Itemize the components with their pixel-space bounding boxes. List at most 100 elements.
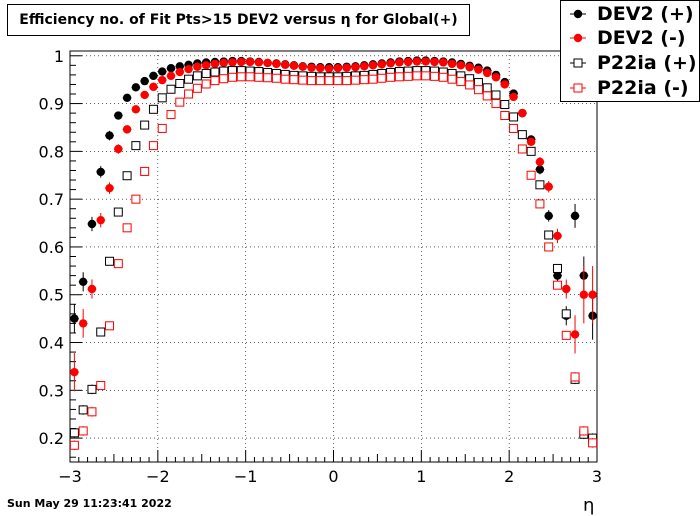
- data-point: [158, 67, 167, 76]
- data-point: [210, 59, 220, 69]
- data-point: [157, 93, 167, 103]
- data-point: [210, 67, 220, 77]
- data-point: [535, 165, 545, 174]
- data-point: [298, 62, 307, 71]
- data-point: [456, 61, 466, 70]
- legend-label-dev2-minus: DEV2 (-): [597, 27, 686, 49]
- data-point: [175, 78, 185, 88]
- y-tick-label: 0.2: [39, 429, 64, 448]
- data-point: [526, 137, 536, 147]
- data-point: [193, 62, 202, 71]
- data-point: [237, 57, 246, 67]
- data-point: [509, 123, 519, 133]
- data-point: [430, 57, 439, 67]
- data-point: [412, 57, 422, 66]
- data-point: [509, 112, 519, 122]
- data-point: [465, 80, 475, 90]
- data-point: [544, 242, 554, 252]
- data-point: [105, 321, 115, 331]
- data-point: [184, 89, 194, 99]
- data-point: [289, 61, 299, 71]
- data-point: [166, 84, 176, 94]
- legend-marker-dev2-plus: [570, 9, 586, 19]
- data-point: [360, 62, 369, 71]
- data-point: [166, 64, 176, 73]
- data-point: [544, 230, 554, 240]
- data-point: [447, 74, 457, 84]
- data-point: [324, 76, 334, 86]
- data-point: [70, 428, 79, 438]
- data-point: [96, 167, 105, 177]
- data-point: [544, 211, 553, 221]
- data-point: [562, 284, 571, 294]
- data-point: [447, 59, 457, 69]
- data-point: [158, 75, 167, 85]
- series-1: [70, 57, 597, 392]
- data-point: [298, 75, 308, 85]
- y-tick-label: 1: [54, 47, 64, 66]
- data-point: [219, 74, 229, 84]
- data-point: [307, 63, 316, 72]
- data-point: [245, 57, 255, 67]
- data-point: [351, 63, 360, 72]
- data-point: [403, 71, 413, 81]
- data-point: [553, 271, 562, 280]
- data-point: [324, 64, 334, 73]
- data-point: [228, 58, 237, 67]
- data-point: [113, 207, 123, 217]
- legend-item-dev2-minus: DEV2 (-): [561, 26, 699, 50]
- data-point: [78, 277, 88, 287]
- data-point: [122, 125, 132, 134]
- data-point: [280, 60, 290, 70]
- data-point: [342, 63, 351, 72]
- series-0: [70, 56, 597, 340]
- data-point: [184, 74, 194, 84]
- series-group: [70, 56, 598, 451]
- data-point: [263, 73, 273, 83]
- data-point: [272, 59, 281, 69]
- legend-item-dev2-plus: DEV2 (+): [561, 2, 699, 26]
- data-point: [483, 68, 492, 78]
- data-point: [105, 131, 114, 140]
- data-point: [140, 76, 149, 86]
- data-point: [157, 123, 167, 133]
- data-point: [553, 231, 562, 241]
- legend-item-p22ia-plus: P22ia (+): [561, 51, 699, 75]
- data-point: [561, 330, 571, 340]
- data-point: [148, 141, 158, 151]
- chart-title: Efficiency no. of Fit Pts>15 DEV2 versus…: [7, 4, 470, 36]
- data-point: [289, 75, 299, 85]
- data-point: [175, 97, 185, 107]
- legend-marker-p22ia-plus: [570, 58, 586, 68]
- legend-label-p22ia-minus: P22ia (-): [597, 77, 689, 99]
- data-point: [78, 319, 88, 328]
- legend-marker-dev2-minus: [570, 33, 586, 43]
- legend-label-dev2-plus: DEV2 (+): [597, 3, 694, 25]
- data-point: [570, 372, 580, 382]
- data-point: [149, 82, 158, 92]
- data-point: [579, 426, 589, 436]
- data-points: [70, 56, 598, 451]
- x-tick-label: 1: [416, 467, 426, 486]
- x-axis-title: η: [583, 495, 595, 516]
- data-point: [377, 60, 387, 69]
- data-point: [438, 72, 448, 82]
- data-point: [500, 80, 509, 89]
- data-point: [280, 74, 290, 84]
- data-point: [456, 77, 466, 87]
- series-3: [70, 71, 598, 451]
- data-point: [192, 71, 202, 81]
- data-point: [535, 199, 545, 209]
- data-point: [474, 65, 483, 74]
- data-point: [394, 72, 404, 82]
- data-point: [131, 83, 141, 92]
- data-point: [421, 71, 431, 81]
- legend-label-p22ia-plus: P22ia (+): [597, 52, 697, 74]
- data-point: [122, 93, 132, 103]
- data-point: [70, 367, 79, 377]
- data-point: [535, 180, 545, 190]
- data-point: [342, 76, 352, 86]
- data-point: [386, 59, 395, 68]
- data-point: [500, 111, 510, 121]
